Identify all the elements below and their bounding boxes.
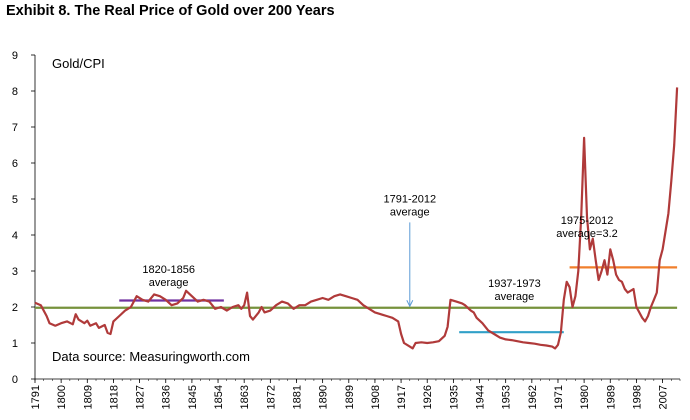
- y-tick-label: 8: [12, 86, 18, 98]
- x-tick-label: 1989: [605, 385, 617, 409]
- annotations: 1820-1856average1791-2012average1937-197…: [142, 194, 617, 304]
- x-tick-label: 1899: [344, 385, 356, 409]
- x-tick-label: 1854: [213, 385, 225, 409]
- x-tick-label: 1845: [187, 385, 199, 409]
- x-ticks: 1791 1800 1809 1818 1827 1836 1845 1854 1863 1872…: [30, 379, 681, 409]
- x-tick-label: 1809: [82, 385, 94, 409]
- y-tick-label: 9: [12, 50, 18, 62]
- x-tick-label: 2007: [658, 385, 670, 409]
- annotation-text: 1975-2012: [561, 215, 614, 227]
- x-tick-label: 1863: [239, 385, 251, 409]
- y-axis-label: Gold/CPI: [52, 56, 105, 71]
- x-tick-label: 1818: [108, 385, 120, 409]
- x-tick-label: 1962: [527, 385, 539, 409]
- annotation-text: 1820-1856: [142, 264, 195, 276]
- annotation-text: 1937-1973: [488, 278, 541, 290]
- x-tick-label: 1827: [135, 385, 147, 409]
- x-tick-label: 1872: [265, 385, 277, 409]
- y-tick-label: 2: [12, 302, 18, 314]
- y-tick-label: 6: [12, 158, 18, 170]
- x-tick-label: 1836: [161, 385, 173, 409]
- series-line-gold-cpi: [34, 87, 679, 350]
- annotation-text: average: [390, 207, 430, 219]
- source-note: Data source: Measuringworth.com: [52, 349, 250, 364]
- y-ticks: 0 1 2 3 4 5 6 7 8 9: [12, 50, 35, 386]
- x-tick-label: 1944: [475, 385, 487, 409]
- x-tick-label: 1917: [396, 385, 408, 409]
- y-tick-label: 3: [12, 266, 18, 278]
- x-tick-label: 1980: [579, 385, 591, 409]
- annotation-text: average=3.2: [556, 228, 617, 240]
- arrow-head: [406, 300, 414, 308]
- annotation-text: average: [495, 291, 535, 303]
- y-tick-label: 0: [12, 374, 18, 386]
- x-tick-label: 1791: [30, 385, 42, 409]
- x-tick-label: 1800: [56, 385, 68, 409]
- x-tick-label: 1881: [291, 385, 303, 409]
- annotation-text: average: [149, 277, 189, 289]
- x-tick-label: 1953: [501, 385, 513, 409]
- y-tick-label: 5: [12, 194, 18, 206]
- x-tick-label: 1971: [553, 385, 565, 409]
- x-tick-label: 1935: [448, 385, 460, 409]
- arrow: [406, 222, 414, 308]
- y-tick-label: 4: [12, 230, 18, 242]
- x-tick-label: 1926: [422, 385, 434, 409]
- x-tick-label: 1908: [370, 385, 382, 409]
- y-tick-label: 1: [12, 338, 18, 350]
- y-tick-label: 7: [12, 122, 18, 134]
- chart-title: Exhibit 8. The Real Price of Gold over 2…: [6, 3, 335, 19]
- x-tick-label: 1998: [631, 385, 643, 409]
- annotation-text: 1791-2012: [383, 194, 436, 206]
- x-tick-label: 1890: [318, 385, 330, 409]
